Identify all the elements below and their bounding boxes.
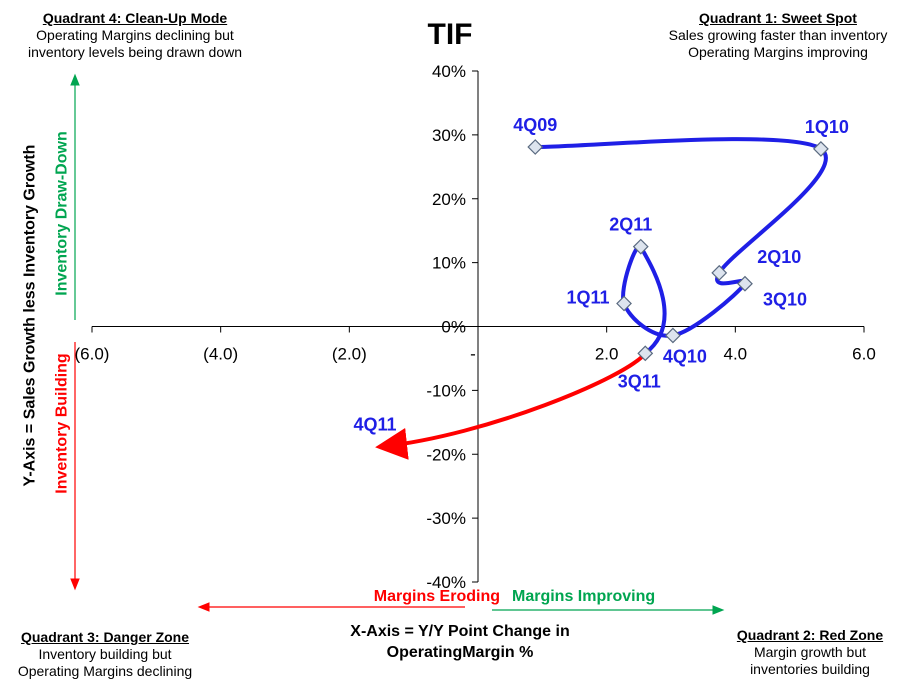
y-tick-label: -20% xyxy=(426,445,466,464)
margins-improving-label: Margins Improving xyxy=(512,588,656,605)
quadrant-4-title: Quadrant 4: Clean-Up Mode xyxy=(42,10,228,26)
data-label-1q11: 1Q11 xyxy=(567,288,610,308)
quadrant-4-line1: Operating Margins declining but xyxy=(36,27,234,43)
x-axis-title: X-Axis = Y/Y Point Change in OperatingMa… xyxy=(350,623,570,661)
y-tick-label: 30% xyxy=(432,126,466,145)
inventory-draw-down-label: Inventory Draw-Down xyxy=(53,131,71,296)
data-label-4q09: 4Q09 xyxy=(513,115,557,135)
y-tick-label: -10% xyxy=(426,381,466,400)
quadrant-2-line2: inventories building xyxy=(750,661,870,677)
latest-quarter-arrow xyxy=(375,351,647,460)
y-tick-label: -30% xyxy=(426,509,466,528)
inventory-building-label: Inventory Building xyxy=(53,353,71,494)
data-point-marker xyxy=(527,139,544,155)
quadrant-1-note: Quadrant 1: Sweet Spot Sales growing fas… xyxy=(640,10,916,61)
data-label-2q10: 2Q10 xyxy=(757,247,801,267)
y-tick-label: -40% xyxy=(426,573,466,592)
chart-title: TIF xyxy=(427,18,473,51)
y-axis-title: Y-Axis = Sales Growth less Inventory Gro… xyxy=(21,144,39,487)
margins-eroding-label: Margins Eroding xyxy=(373,588,500,605)
quadrant-2-line1: Margin growth but xyxy=(753,644,867,660)
x-tick-label: - xyxy=(470,345,476,364)
quadrant-3-line1: Inventory building but xyxy=(38,646,172,662)
x-tick-label: 6.0 xyxy=(852,345,876,364)
quadrant-4-line2: inventory levels being drawn down xyxy=(27,44,242,60)
quadrant-1-line1: Sales growing faster than inventory xyxy=(668,27,888,43)
quadrant-3-note: Quadrant 3: Danger Zone Inventory buildi… xyxy=(0,629,210,680)
quadrant-3-title: Quadrant 3: Danger Zone xyxy=(20,629,190,645)
y-tick-label: 0% xyxy=(441,318,466,337)
quadrant-3-line2: Operating Margins declining xyxy=(17,663,193,679)
data-label-4q11: 4Q11 xyxy=(354,414,397,434)
data-point-marker xyxy=(812,141,829,157)
x-tick-label: (4.0) xyxy=(203,345,238,364)
data-point-marker xyxy=(637,345,654,362)
data-label-2q11: 2Q11 xyxy=(609,215,652,235)
x-tick-label: (6.0) xyxy=(75,345,110,364)
data-point-marker xyxy=(665,327,681,344)
quadrant-2-note: Quadrant 2: Red Zone Margin growth but i… xyxy=(710,627,910,678)
data-point-marker xyxy=(616,295,632,312)
data-label-1q10: 1Q10 xyxy=(805,117,849,137)
x-tick-label: (2.0) xyxy=(332,345,367,364)
y-tick-label: 10% xyxy=(432,254,466,273)
y-tick-label: 20% xyxy=(432,190,466,209)
quadrant-1-line2: Operating Margins improving xyxy=(688,44,868,60)
quadrant-1-title: Quadrant 1: Sweet Spot xyxy=(699,10,857,26)
quadrant-2-title: Quadrant 2: Red Zone xyxy=(736,627,884,643)
data-point-marker xyxy=(632,238,649,255)
y-tick-label: 40% xyxy=(432,62,466,81)
data-point-marker xyxy=(737,275,753,292)
data-label-3q11: 3Q11 xyxy=(618,371,661,391)
data-point-marker xyxy=(711,264,728,281)
data-label-4q10: 4Q10 xyxy=(663,346,707,366)
x-tick-label: 4.0 xyxy=(724,345,748,364)
data-label-3q10: 3Q10 xyxy=(763,290,807,310)
quadrant-4-note: Quadrant 4: Clean-Up Mode Operating Marg… xyxy=(0,10,270,61)
x-tick-label: 2.0 xyxy=(595,345,619,364)
